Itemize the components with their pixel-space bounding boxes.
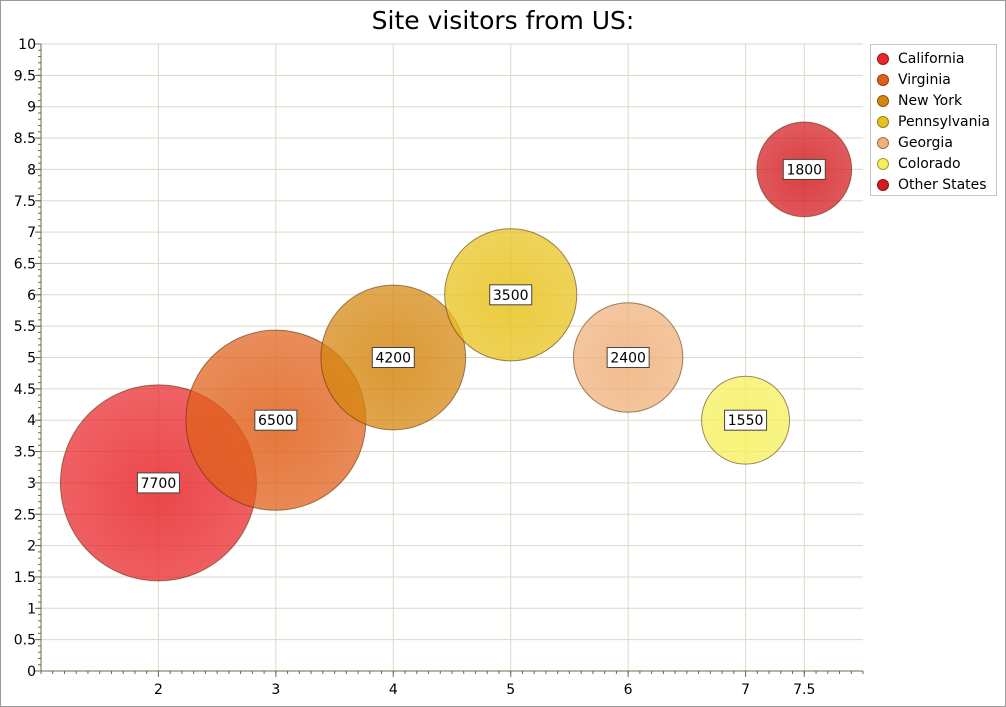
- legend-item: Pennsylvania: [871, 111, 996, 132]
- y-tick-label: 4: [27, 413, 36, 429]
- legend-swatch: [877, 94, 889, 107]
- x-tick-label: 3: [271, 682, 280, 698]
- data-label: 3500: [493, 288, 529, 304]
- legend-label: Pennsylvania: [898, 113, 990, 130]
- x-tick-label: 2: [154, 682, 163, 698]
- y-tick-label: 6.5: [14, 256, 36, 272]
- data-label: 1800: [786, 162, 822, 178]
- y-tick-label: 5: [27, 351, 36, 367]
- legend-label: Other States: [898, 176, 987, 193]
- legend-item: New York: [871, 90, 996, 111]
- legend-swatch: [877, 52, 889, 65]
- data-label-box: [724, 409, 768, 431]
- legend-item: Colorado: [871, 153, 996, 174]
- data-label-box: [254, 409, 298, 431]
- legend-swatch: [877, 115, 889, 128]
- data-label: 7700: [141, 476, 177, 492]
- y-tick-label: 3: [27, 476, 36, 492]
- legend-swatch: [877, 178, 889, 191]
- y-tick-label: 2: [27, 539, 36, 555]
- legend-label: California: [898, 50, 965, 67]
- data-label: 1550: [728, 413, 764, 429]
- y-tick-label: 1: [27, 601, 36, 617]
- y-tick-label: 9: [27, 100, 36, 116]
- legend-label: New York: [898, 92, 963, 109]
- data-label: 6500: [258, 413, 294, 429]
- chart-legend: California Virginia New York Pennsylvania Ge…: [870, 44, 997, 196]
- legend-label: Virginia: [898, 71, 951, 88]
- y-tick-label: 2.5: [14, 507, 36, 523]
- data-label-box: [371, 347, 415, 368]
- x-tick-label: 5: [506, 682, 515, 698]
- legend-item: Georgia: [871, 132, 996, 153]
- y-tick-label: 7.5: [14, 194, 36, 210]
- legend-swatch: [877, 73, 889, 86]
- y-tick-label: 5.5: [14, 319, 36, 335]
- x-tick-label: 7: [741, 682, 750, 698]
- legend-item: Virginia: [871, 69, 996, 90]
- y-tick-label: 0.5: [14, 633, 36, 649]
- data-label: 2400: [610, 351, 646, 367]
- y-tick-label: 8: [27, 162, 36, 178]
- data-label-box: [782, 158, 826, 180]
- x-tick-label: 7.5: [793, 682, 815, 698]
- y-tick-label: 10: [18, 37, 36, 53]
- y-tick-label: 7: [27, 225, 36, 241]
- chart-title: Site visitors from US:: [371, 6, 635, 35]
- y-tick-label: 9.5: [14, 68, 36, 84]
- x-tick-label: 6: [624, 682, 633, 698]
- data-label-box: [606, 347, 650, 368]
- legend-item: California: [871, 48, 996, 69]
- legend-item: Other States: [871, 174, 996, 195]
- legend-swatch: [877, 157, 889, 170]
- y-tick-label: 0: [27, 664, 36, 680]
- y-tick-label: 8.5: [14, 131, 36, 147]
- data-label-box: [489, 284, 533, 306]
- y-tick-label: 1.5: [14, 570, 36, 586]
- y-tick-label: 6: [27, 288, 36, 304]
- data-label: 4200: [375, 351, 411, 367]
- legend-label: Georgia: [898, 134, 953, 151]
- legend-swatch: [877, 136, 889, 149]
- legend-label: Colorado: [898, 155, 961, 172]
- x-tick-label: 4: [389, 682, 398, 698]
- data-label-box: [136, 472, 180, 494]
- y-tick-label: 4.5: [14, 382, 36, 398]
- y-tick-label: 3.5: [14, 445, 36, 461]
